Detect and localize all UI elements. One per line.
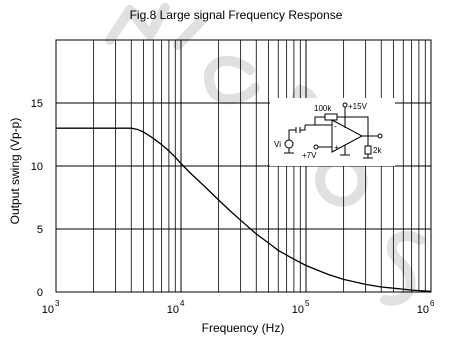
x-tick-base: 10 xyxy=(417,304,429,316)
chart-title: Fig.8 Large signal Frequency Response xyxy=(130,8,343,22)
x-tick-base: 10 xyxy=(167,304,179,316)
y-ticks: 0 5 10 15 xyxy=(31,98,43,299)
x-tick-label: 103 xyxy=(42,299,60,316)
inset-bias-label: +7V xyxy=(302,151,317,160)
y-axis-label: Output swing (Vp-p) xyxy=(8,118,22,225)
series-curve xyxy=(56,127,432,293)
plot-frame xyxy=(55,39,432,293)
x-tick-exponent: 3 xyxy=(55,299,60,308)
x-tick-label: 105 xyxy=(292,299,310,316)
x-tick-base: 10 xyxy=(292,304,304,316)
x-tick-label: 106 xyxy=(417,299,435,316)
y-tick-label: 10 xyxy=(31,161,43,173)
inset-input-label: Vi xyxy=(274,140,281,149)
x-tick-exponent: 6 xyxy=(430,299,435,308)
inset-noninv-sign: + xyxy=(334,143,339,152)
x-tick-exponent: 5 xyxy=(305,299,310,308)
inset-supply-label: +15V xyxy=(348,102,368,111)
y-tick-label: 5 xyxy=(37,224,43,236)
inset-inv-sign: - xyxy=(334,122,337,131)
inset-r-feedback-label: 100k xyxy=(314,104,332,113)
inset-r-load-label: 2k xyxy=(373,146,382,155)
inset-circuit: 100k +15V Vi +7V 2k - + xyxy=(270,98,395,166)
x-tick-base: 10 xyxy=(42,304,54,316)
circuit-wiring xyxy=(284,102,383,159)
x-axis-label: Frequency (Hz) xyxy=(202,321,285,335)
y-tick-label: 15 xyxy=(31,98,43,110)
x-tick-exponent: 4 xyxy=(180,299,185,308)
y-tick-label: 0 xyxy=(37,287,43,299)
x-tick-label: 104 xyxy=(167,299,185,316)
